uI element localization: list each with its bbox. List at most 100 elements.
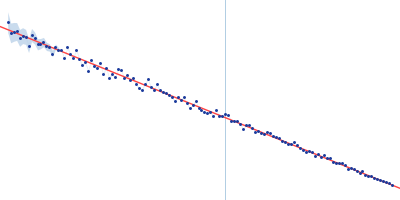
Point bbox=[61, 57, 68, 60]
Point bbox=[201, 111, 208, 114]
Point bbox=[270, 134, 276, 137]
Point bbox=[162, 91, 169, 94]
Point bbox=[22, 35, 29, 38]
Point bbox=[136, 87, 142, 90]
Point bbox=[166, 94, 172, 97]
Point bbox=[225, 114, 232, 117]
Point bbox=[73, 48, 80, 51]
Point bbox=[160, 90, 166, 94]
Point bbox=[34, 43, 41, 46]
Point bbox=[97, 62, 103, 65]
Point bbox=[309, 150, 315, 154]
Point bbox=[76, 57, 82, 60]
Point bbox=[100, 72, 106, 76]
Point bbox=[380, 180, 386, 183]
Point bbox=[106, 76, 112, 79]
Point bbox=[374, 178, 381, 181]
Point bbox=[344, 167, 351, 170]
Point bbox=[273, 136, 279, 139]
Point bbox=[109, 73, 115, 76]
Point bbox=[228, 119, 234, 122]
Point bbox=[246, 124, 252, 127]
Point bbox=[154, 83, 160, 86]
Point bbox=[204, 111, 211, 115]
Point bbox=[52, 45, 58, 48]
Point bbox=[186, 107, 193, 110]
Point bbox=[347, 166, 354, 170]
Point bbox=[58, 49, 64, 52]
Point bbox=[306, 149, 312, 152]
Point bbox=[88, 58, 94, 61]
Point bbox=[389, 183, 396, 187]
Point bbox=[267, 131, 273, 134]
Point bbox=[359, 170, 366, 173]
Point bbox=[377, 178, 384, 181]
Point bbox=[195, 106, 202, 109]
Point bbox=[326, 156, 333, 159]
Point bbox=[4, 21, 11, 24]
Point bbox=[386, 182, 392, 185]
Point bbox=[145, 78, 151, 81]
Point bbox=[234, 119, 240, 122]
Point bbox=[124, 73, 130, 77]
Point bbox=[338, 162, 345, 165]
Point bbox=[37, 42, 44, 45]
Point bbox=[168, 95, 175, 98]
Point bbox=[261, 132, 267, 136]
Point bbox=[303, 150, 309, 153]
Point bbox=[64, 46, 70, 49]
Point bbox=[330, 160, 336, 163]
Point bbox=[192, 100, 199, 103]
Point bbox=[297, 147, 303, 150]
Point bbox=[264, 130, 270, 134]
Point bbox=[14, 30, 20, 33]
Point bbox=[210, 114, 217, 117]
Point bbox=[383, 181, 390, 184]
Point bbox=[70, 56, 76, 59]
Point bbox=[332, 161, 339, 164]
Point bbox=[314, 153, 321, 156]
Point bbox=[213, 109, 220, 112]
Point bbox=[156, 89, 163, 92]
Point bbox=[249, 126, 255, 129]
Point bbox=[85, 69, 91, 72]
Point bbox=[150, 89, 157, 92]
Point bbox=[133, 82, 139, 85]
Point bbox=[216, 114, 222, 118]
Point bbox=[300, 148, 306, 151]
Point bbox=[82, 61, 88, 64]
Point bbox=[291, 140, 297, 143]
Point bbox=[174, 95, 181, 99]
Point bbox=[183, 101, 190, 105]
Point bbox=[207, 111, 214, 114]
Point bbox=[198, 109, 205, 112]
Point bbox=[10, 30, 17, 33]
Point bbox=[112, 76, 118, 79]
Point bbox=[79, 64, 86, 67]
Point bbox=[255, 130, 261, 133]
Point bbox=[121, 76, 127, 79]
Point bbox=[43, 45, 50, 48]
Point bbox=[282, 140, 288, 144]
Point bbox=[148, 85, 154, 88]
Point bbox=[142, 82, 148, 86]
Point bbox=[371, 176, 378, 179]
Point bbox=[237, 123, 244, 126]
Point bbox=[243, 123, 250, 126]
Point bbox=[318, 155, 324, 159]
Point bbox=[219, 115, 226, 118]
Point bbox=[28, 33, 35, 37]
Point bbox=[67, 53, 74, 56]
Point bbox=[118, 68, 124, 71]
Point bbox=[127, 78, 133, 81]
Point bbox=[130, 77, 136, 80]
Point bbox=[49, 52, 56, 55]
Point bbox=[103, 66, 109, 69]
Point bbox=[324, 157, 330, 160]
Point bbox=[368, 175, 375, 178]
Point bbox=[353, 170, 360, 173]
Point bbox=[8, 31, 14, 34]
Point bbox=[258, 132, 264, 135]
Point bbox=[19, 34, 26, 37]
Point bbox=[40, 40, 47, 44]
